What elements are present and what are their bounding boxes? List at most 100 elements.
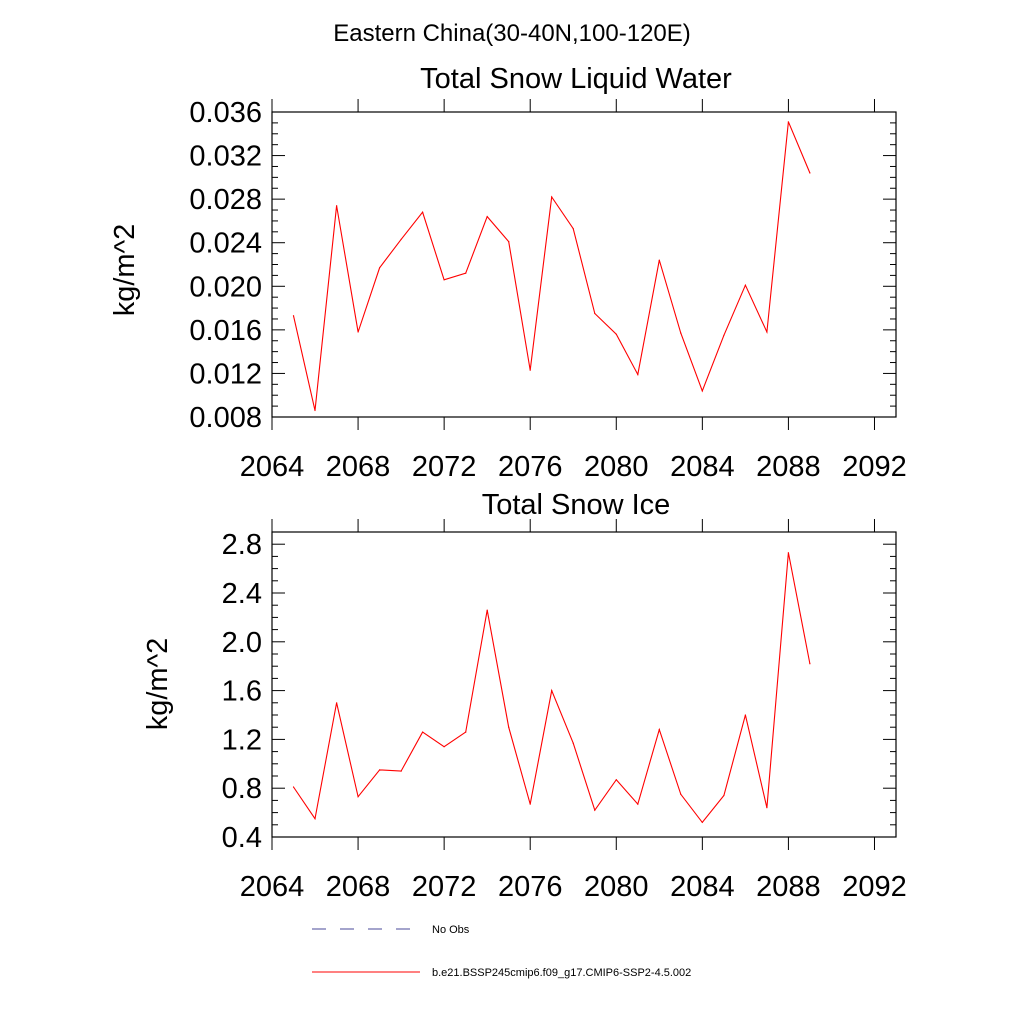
data-point: [701, 821, 703, 824]
data-point: [680, 332, 682, 334]
x-tick-labels: 2064 2068 2072 2076 2080 2084 2088 2092: [240, 871, 907, 903]
data-point: [766, 331, 768, 333]
x-tick-label: 2064: [240, 451, 305, 483]
data-point: [486, 216, 488, 218]
y-tick-label: 0.036: [189, 97, 262, 129]
y-tick-label: 0.4: [222, 822, 262, 854]
data-point: [551, 196, 553, 198]
data-point: [465, 731, 467, 733]
data-point: [809, 172, 811, 174]
data-point: [658, 259, 660, 261]
data-point: [486, 609, 488, 611]
data-point: [723, 334, 725, 336]
data-point: [336, 205, 338, 207]
x-tick-label: 2092: [842, 871, 907, 903]
data-point: [766, 807, 768, 809]
y-tick-label: 0.016: [189, 315, 262, 347]
data-point: [658, 729, 660, 731]
data-point: [572, 228, 574, 230]
series-line: [292, 121, 811, 411]
y-tick-label: 2.4: [222, 578, 262, 610]
data-point: [723, 794, 725, 797]
data-point: [680, 793, 682, 795]
y-tick-label: 0.8: [222, 773, 262, 805]
data-point: [314, 409, 316, 412]
x-tick-label: 2080: [584, 871, 649, 903]
x-tick-label: 2076: [498, 451, 563, 483]
y-axis-label: kg/m^2: [142, 638, 174, 731]
y-tick-label: 0.012: [189, 358, 262, 390]
data-point: [379, 267, 381, 269]
data-point: [292, 315, 295, 317]
x-tick-labels: 2064 2068 2072 2076 2080 2084 2088 2092: [240, 451, 907, 483]
y-tick-label: 0.032: [189, 141, 262, 173]
panel-title: Total Snow Liquid Water: [420, 63, 732, 95]
data-point: [744, 284, 747, 286]
data-point: [400, 770, 402, 772]
data-point: [744, 714, 747, 716]
legend: No Obs b.e21.BSSP245cmip6.f09_g17.CMIP6-…: [312, 924, 691, 979]
data-point: [551, 690, 553, 692]
x-tick-label: 2068: [326, 451, 391, 483]
data-point: [529, 369, 531, 371]
plot-frame: [271, 531, 897, 838]
y-tick-label: 0.028: [189, 184, 262, 216]
y-tick-label: 2.0: [222, 627, 262, 659]
figure-suptitle: Eastern China(30-40N,100-120E): [333, 20, 691, 47]
plot-frame: [271, 111, 897, 418]
y-tick-label: 2.8: [222, 529, 262, 561]
x-tick-label: 2072: [412, 451, 477, 483]
x-tick-label: 2092: [842, 451, 907, 483]
data-point: [443, 279, 445, 281]
data-point: [443, 746, 445, 748]
data-point: [292, 786, 295, 788]
data-point: [615, 333, 617, 335]
y-axis-label: kg/m^2: [109, 224, 141, 317]
data-point: [529, 803, 531, 805]
data-point: [314, 818, 316, 820]
data-point: [422, 211, 424, 213]
data-point: [336, 702, 338, 704]
x-tick-label: 2064: [240, 871, 305, 903]
data-point: [357, 796, 359, 798]
x-tick-label: 2088: [756, 451, 821, 483]
data-point: [637, 373, 639, 376]
panel-snow-ice: Total Snow Ice kg/m^2 0.4 0.8 1.2 1.6 2.0 2.4…: [142, 489, 907, 903]
x-tick-label: 2080: [584, 451, 649, 483]
x-tick-label: 2084: [670, 871, 735, 903]
data-point: [594, 312, 596, 315]
data-point: [701, 390, 703, 392]
x-tick-label: 2068: [326, 871, 391, 903]
data-point: [572, 742, 574, 744]
x-tick-label: 2076: [498, 871, 563, 903]
y-tick-label: 1.2: [222, 724, 262, 756]
y-tick-label: 0.024: [189, 228, 262, 260]
data-point: [422, 731, 424, 733]
x-tick-label: 2088: [756, 871, 821, 903]
panel-title: Total Snow Ice: [482, 489, 671, 521]
data-point: [594, 809, 596, 811]
panel-snow-liquid-water: Total Snow Liquid Water kg/m^2 0.008 0.01…: [109, 63, 907, 483]
series-group: [292, 121, 811, 412]
legend-label-model: b.e21.BSSP245cmip6.f09_g17.CMIP6-SSP2-4.…: [432, 967, 691, 979]
y-tick-label: 0.020: [189, 271, 262, 303]
data-point: [465, 272, 467, 274]
x-tick-label: 2084: [670, 451, 735, 483]
y-tick-labels: 0.4 0.8 1.2 1.6 2.0 2.4 2.8: [222, 529, 262, 854]
axis-ticks: [271, 519, 896, 850]
data-point: [508, 726, 510, 728]
y-tick-label: 0.008: [189, 402, 262, 434]
data-point: [357, 331, 359, 333]
x-tick-label: 2072: [412, 871, 477, 903]
data-point: [637, 803, 639, 805]
data-point: [400, 238, 402, 240]
series-group: [292, 552, 811, 824]
data-point: [379, 769, 381, 771]
data-point: [615, 779, 617, 781]
legend-label-no-obs: No Obs: [432, 924, 470, 936]
data-point: [787, 121, 790, 123]
data-point: [809, 663, 811, 665]
axis-ticks: [271, 99, 896, 430]
y-tick-label: 1.6: [222, 676, 262, 708]
